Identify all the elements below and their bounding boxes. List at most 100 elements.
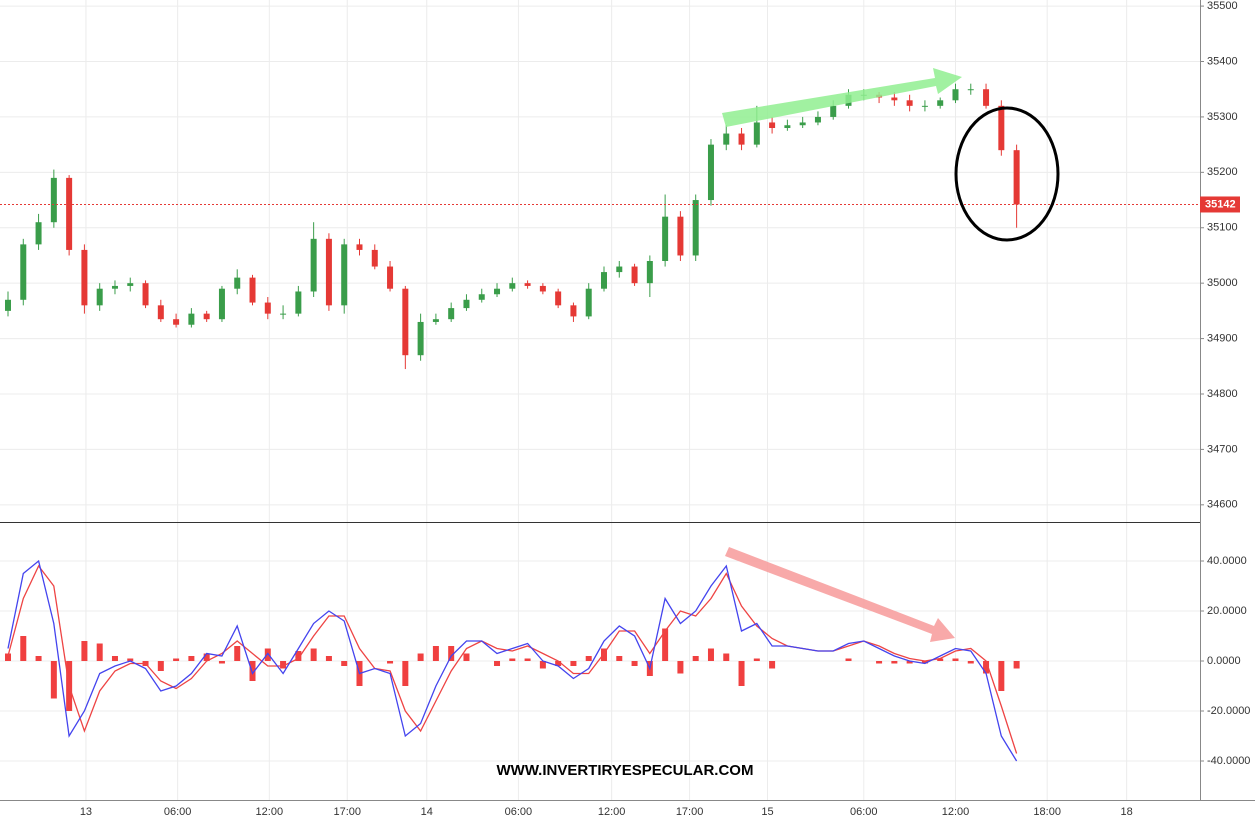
y-tick-label: 20.0000 xyxy=(1207,605,1247,617)
x-tick-label: 12:00 xyxy=(598,806,626,818)
labels-layer: 13 06:00 12:00 17:00 14 06:00 12:00 17:00 15 06:0… xyxy=(80,0,1251,818)
candle-body xyxy=(387,266,394,289)
candle-body xyxy=(921,105,928,107)
histogram-bar xyxy=(203,653,210,661)
candle-body xyxy=(35,222,42,245)
candle-body xyxy=(280,313,287,315)
candle-body xyxy=(616,266,623,273)
histogram-bar xyxy=(952,658,959,661)
candle-body xyxy=(784,125,791,129)
histogram-bar xyxy=(692,656,699,661)
candle-body xyxy=(310,238,317,292)
candle-body xyxy=(417,321,424,356)
histogram-bar xyxy=(448,646,455,661)
y-tick-label: 40.0000 xyxy=(1207,555,1247,567)
histogram-bar xyxy=(310,648,317,661)
candle-body xyxy=(127,283,134,286)
highlight-ellipse xyxy=(954,106,1060,242)
histogram-bar xyxy=(111,656,118,661)
candle-body xyxy=(66,177,73,250)
candle-body xyxy=(814,116,821,123)
indicator-line xyxy=(7,564,1018,754)
histogram-bar xyxy=(509,658,516,661)
histogram-bar xyxy=(35,656,42,661)
x-tick-label: 12:00 xyxy=(256,806,284,818)
histogram-bar xyxy=(249,661,256,681)
histogram-bar xyxy=(738,661,745,686)
histogram-bar xyxy=(524,658,531,661)
marks-layer xyxy=(0,83,1200,762)
candle-body xyxy=(494,288,501,295)
x-tick-label: 13 xyxy=(80,806,92,818)
candle-body xyxy=(5,299,11,311)
x-tick-label: 06:00 xyxy=(164,806,192,818)
histogram-bar xyxy=(585,656,592,661)
candle-body xyxy=(555,291,562,306)
candle-body xyxy=(432,319,439,322)
x-tick-label: 17:00 xyxy=(333,806,361,818)
candle-body xyxy=(753,122,760,145)
candle-body xyxy=(891,97,898,101)
histogram-bar xyxy=(998,661,1005,691)
histogram-bar xyxy=(325,656,332,661)
candle-body xyxy=(234,277,241,289)
y-tick-label: -40.0000 xyxy=(1207,755,1250,767)
x-tick-label: 06:00 xyxy=(505,806,533,818)
y-tick-label: 35100 xyxy=(1207,222,1238,234)
histogram-bar xyxy=(921,661,928,664)
histogram-bar xyxy=(81,641,88,661)
candle-body xyxy=(646,261,653,284)
candle-body xyxy=(173,319,180,325)
candle-body xyxy=(50,177,57,223)
histogram-bar xyxy=(845,658,852,661)
candle-body xyxy=(295,291,302,314)
candle-body xyxy=(356,244,363,250)
histogram-bar xyxy=(967,661,974,664)
histogram-bar xyxy=(5,653,11,661)
histogram-bar xyxy=(50,661,57,699)
histogram-bar xyxy=(677,661,684,674)
indicator-line xyxy=(7,559,1018,762)
histogram-bar xyxy=(769,661,776,669)
candle-body xyxy=(585,288,592,317)
candle-body xyxy=(799,122,806,126)
watermark: WWW.INVERTIRYESPECULAR.COM xyxy=(497,762,754,779)
histogram-bar xyxy=(723,653,730,661)
grid-layer xyxy=(0,0,1200,800)
histogram-bar xyxy=(280,661,287,669)
y-tick-label: 34800 xyxy=(1207,388,1238,400)
candle-body xyxy=(371,249,378,267)
histogram-bar xyxy=(295,651,302,661)
candle-body xyxy=(188,313,195,325)
histogram-bar xyxy=(264,648,271,661)
y-tick-label: 35500 xyxy=(1207,0,1238,12)
y-tick-label: 35300 xyxy=(1207,111,1238,123)
candle-body xyxy=(478,294,485,300)
histogram-bar xyxy=(876,661,883,664)
x-tick-label: 15 xyxy=(761,806,773,818)
histogram-bar xyxy=(555,661,562,666)
histogram-bar xyxy=(432,646,439,661)
candle-body xyxy=(937,100,944,106)
histogram-bar xyxy=(218,661,225,664)
histogram-bar xyxy=(20,636,27,661)
candle-body xyxy=(769,122,776,129)
candle-body xyxy=(707,144,714,201)
candle-body xyxy=(448,308,455,320)
trend-arrow-up xyxy=(722,68,962,127)
histogram-bar xyxy=(891,661,898,664)
candle-body xyxy=(662,216,669,261)
y-tick-label: 0.0000 xyxy=(1207,655,1241,667)
candle-body xyxy=(203,313,210,320)
candle-body xyxy=(738,133,745,145)
candle-body xyxy=(570,305,577,317)
candle-body xyxy=(111,285,118,289)
x-tick-label: 18:00 xyxy=(1033,806,1061,818)
candle-body xyxy=(402,288,409,356)
candle-body xyxy=(1013,150,1020,205)
x-tick-label: 06:00 xyxy=(850,806,878,818)
histogram-bar xyxy=(601,648,607,661)
candle-body xyxy=(463,299,470,309)
last-price-label: 35142 xyxy=(1205,198,1236,210)
candle-body xyxy=(249,277,256,303)
